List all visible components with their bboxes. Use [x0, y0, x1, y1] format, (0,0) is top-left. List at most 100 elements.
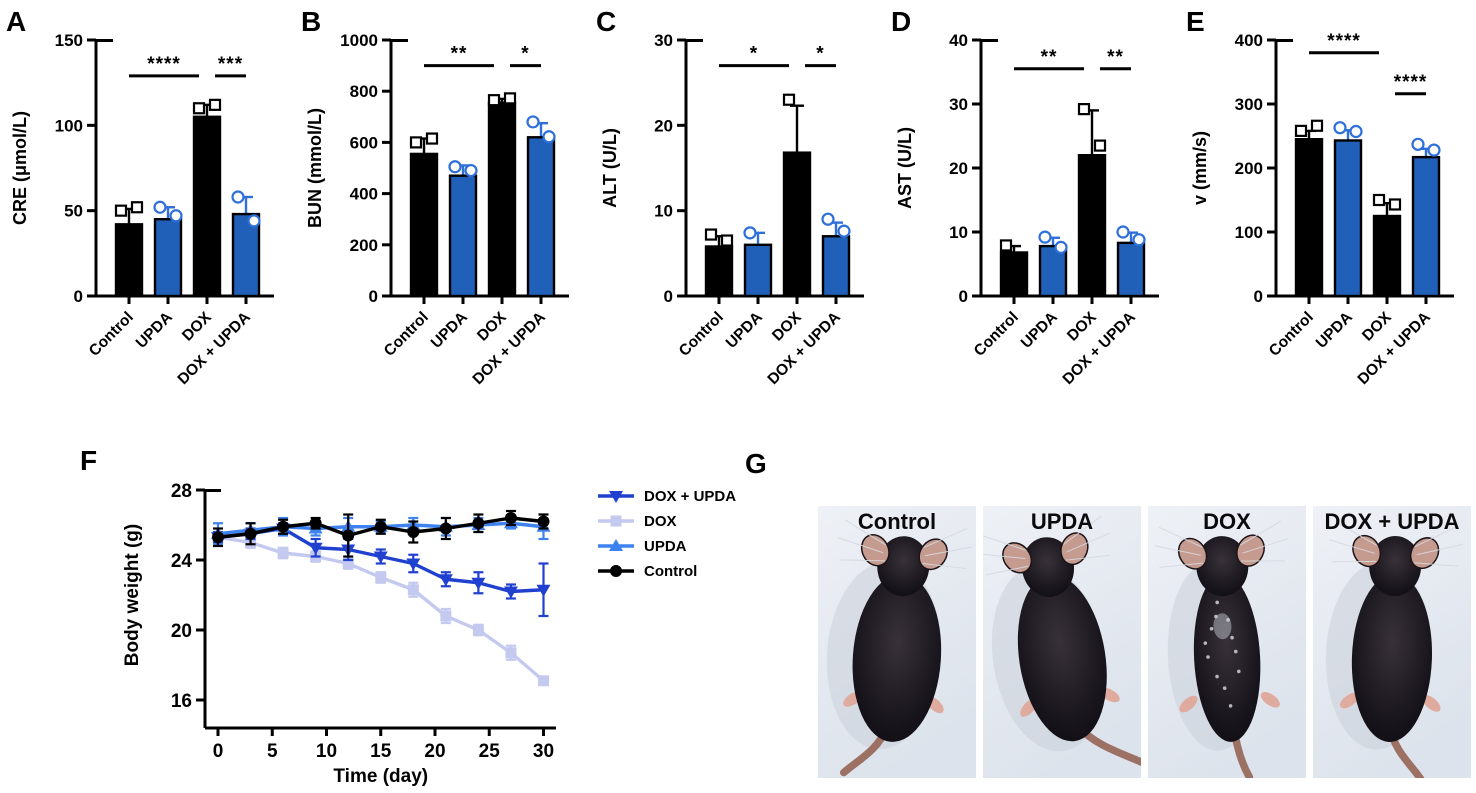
- bar-DOX + UPDA: [821, 235, 851, 298]
- svg-text:Time (day): Time (day): [333, 766, 428, 787]
- legend-marker-icon: [598, 539, 634, 551]
- svg-text:DOX: DOX: [769, 308, 805, 344]
- bar-DOX: [1372, 214, 1402, 298]
- data-point: [1116, 225, 1130, 239]
- svg-text:10: 10: [654, 202, 673, 221]
- svg-text:UPDA: UPDA: [723, 309, 766, 352]
- data-point: [208, 98, 222, 111]
- bar-UPDA: [153, 217, 183, 298]
- panel-a-cre-chart: A 0 50 100 150 CRE (μmol/L) Control UPDA DOX DOX…: [0, 0, 295, 445]
- svg-text:30: 30: [533, 741, 554, 762]
- panel-e-velocity-chart: E 0 100 200 300 400 v (mm/s) Control UPDA DOX DOX…: [1180, 0, 1475, 445]
- bar-panels-row: A 0 50 100 150 CRE (μmol/L) Control UPDA DOX DOX…: [0, 0, 1475, 445]
- data-point: [1038, 230, 1052, 244]
- mouse-image: [1313, 506, 1471, 778]
- data-point: [1349, 124, 1363, 139]
- mouse-photos-row: Control UPDA DOX DOX + UPDA: [818, 506, 1471, 778]
- svg-text:****: ****: [1327, 31, 1361, 52]
- svg-text:UPDA: UPDA: [428, 309, 471, 352]
- bar-Control: [114, 223, 144, 298]
- panel-d-ast-chart: D 0 10 20 30 40 AST (U/L) Control UPDA DOX DOX + …: [885, 0, 1180, 445]
- svg-text:400: 400: [350, 185, 378, 204]
- data-point: [1054, 240, 1068, 254]
- svg-text:*: *: [521, 44, 529, 65]
- panel-letter-f: F: [80, 445, 98, 476]
- svg-text:UPDA: UPDA: [1313, 309, 1356, 352]
- data-point: [231, 190, 245, 204]
- panel-c-alt-chart: C 0 10 20 30 ALT (U/L) Control UPDA DOX DOX + UP…: [590, 0, 885, 445]
- svg-text:150: 150: [55, 31, 83, 50]
- mouse-photo-dox: DOX: [1148, 506, 1306, 778]
- svg-text:200: 200: [350, 236, 378, 255]
- data-point: [153, 200, 167, 214]
- svg-text:15: 15: [370, 741, 392, 762]
- photo-label: DOX: [1203, 509, 1251, 534]
- bar-Control: [999, 251, 1029, 298]
- svg-text:DOX: DOX: [1064, 308, 1100, 344]
- panel-letter-g: G: [745, 448, 767, 479]
- data-point: [169, 209, 183, 223]
- mouse-image: [818, 506, 976, 778]
- bar-DOX: [487, 101, 517, 298]
- bar-UPDA: [743, 243, 773, 298]
- panel-letter-c: C: [596, 6, 617, 37]
- data-point: [1294, 124, 1308, 137]
- svg-text:20: 20: [949, 159, 968, 178]
- body-weight-line-chart: 16 20 24 28 Body weight (g) 0 5 10 15 20 25 30 Time …: [122, 481, 556, 787]
- svg-text:20: 20: [654, 116, 673, 135]
- svg-text:***: ***: [218, 54, 243, 75]
- svg-text:800: 800: [350, 82, 378, 101]
- svg-text:30: 30: [949, 95, 968, 114]
- photo-label: UPDA: [1030, 509, 1094, 534]
- svg-text:16: 16: [171, 691, 192, 712]
- bar-DOX + UPDA: [526, 136, 556, 298]
- svg-text:25: 25: [479, 741, 501, 762]
- legend-label: UPDA: [644, 537, 687, 555]
- svg-text:UPDA: UPDA: [1018, 309, 1061, 352]
- bar-Control: [409, 152, 439, 298]
- svg-text:0: 0: [369, 287, 378, 306]
- svg-text:100: 100: [1235, 223, 1263, 242]
- svg-text:0: 0: [664, 287, 673, 306]
- data-point: [1333, 121, 1347, 135]
- data-point: [1132, 233, 1146, 247]
- svg-text:DOX: DOX: [179, 308, 215, 344]
- panel-b-bun-chart: B 0 200 400 600 800 1000 BUN (mmol/L) Control UP…: [295, 0, 590, 445]
- data-point: [425, 132, 439, 145]
- svg-text:*: *: [816, 44, 824, 65]
- svg-text:ALT (U/L): ALT (U/L): [600, 128, 620, 208]
- svg-text:20: 20: [424, 741, 445, 762]
- bar-Control: [1294, 137, 1324, 298]
- data-point: [464, 163, 478, 178]
- mouse-image: [1148, 506, 1306, 778]
- bar-DOX + UPDA: [231, 212, 261, 298]
- bar-UPDA: [1333, 139, 1363, 298]
- mouse-photo-control: Control: [818, 506, 976, 778]
- legend-marker-icon: [598, 515, 634, 527]
- svg-text:*: *: [750, 44, 758, 65]
- data-point: [1093, 139, 1107, 152]
- svg-text:Control: Control: [381, 309, 432, 360]
- svg-text:v (mm/s): v (mm/s): [1190, 131, 1210, 205]
- panel-letter-b: B: [301, 6, 322, 37]
- bun-bar-chart: 0 200 400 600 800 1000 BUN (mmol/L) ControlUPDA…: [305, 31, 569, 388]
- legend-label: Control: [644, 562, 698, 580]
- mouse-photo-upda: UPDA: [983, 506, 1141, 778]
- svg-text:BUN (mmol/L): BUN (mmol/L): [305, 108, 325, 228]
- svg-text:Control: Control: [86, 309, 137, 360]
- data-point: [487, 94, 501, 107]
- svg-text:0: 0: [74, 287, 83, 306]
- data-point: [782, 93, 796, 106]
- data-point: [999, 239, 1013, 252]
- data-point: [1310, 119, 1324, 132]
- svg-text:Body weight (g): Body weight (g): [122, 524, 143, 666]
- svg-text:200: 200: [1235, 159, 1263, 178]
- bar-UPDA: [1038, 244, 1068, 298]
- bar-DOX: [192, 115, 222, 298]
- svg-text:**: **: [1107, 47, 1124, 68]
- svg-text:UPDA: UPDA: [133, 309, 176, 352]
- data-point: [130, 201, 144, 214]
- legend-label: DOX: [644, 512, 677, 530]
- svg-text:10: 10: [316, 741, 337, 762]
